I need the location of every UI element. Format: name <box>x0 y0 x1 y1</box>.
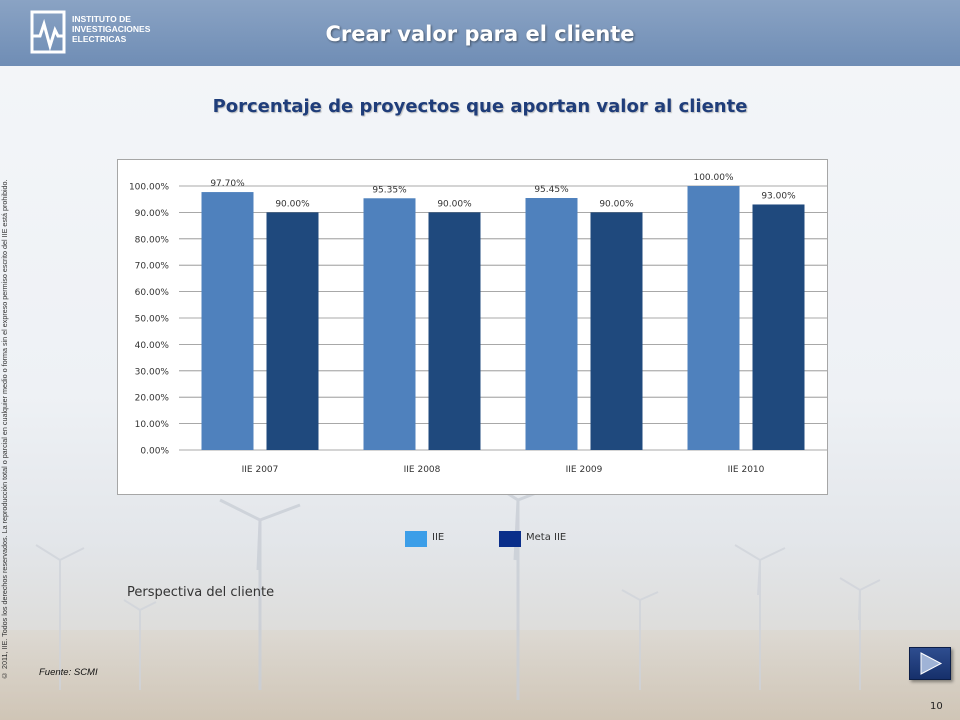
chart-title: Porcentaje de proyectos que aportan valo… <box>212 96 748 117</box>
y-tick-label: 10.00% <box>135 420 170 430</box>
legend-label-iie: IIE <box>432 532 445 543</box>
data-label: 100.00% <box>693 173 733 183</box>
source-note: Fuente: SCMI <box>39 667 98 678</box>
x-tick-label: IIE 2008 <box>404 465 441 475</box>
y-tick-label: 90.00% <box>135 209 170 219</box>
iie-logo-icon <box>30 10 66 54</box>
data-label: 93.00% <box>761 191 796 201</box>
y-tick-label: 60.00% <box>135 288 170 298</box>
copyright-notice: © 2011, IIE. Todos los derechos reservad… <box>0 179 9 681</box>
next-slide-icon <box>920 652 943 675</box>
logo-line-1: INSTITUTO DE <box>72 14 131 24</box>
header-bar: INSTITUTO DE INVESTIGACIONES ELECTRICAS … <box>0 0 960 66</box>
y-tick-label: 0.00% <box>140 447 169 457</box>
bar-meta-iie <box>752 204 805 450</box>
y-tick-label: 100.00% <box>129 183 169 193</box>
page-number: 10 <box>930 701 943 712</box>
data-label: 97.70% <box>210 179 245 189</box>
bar-iie <box>687 186 740 450</box>
legend-swatch-iie <box>405 531 427 547</box>
bar-iie <box>525 198 578 450</box>
next-slide-button[interactable] <box>909 647 951 680</box>
legend-label-meta-iie: Meta IIE <box>526 532 567 543</box>
y-tick-label: 20.00% <box>135 394 170 404</box>
bar-chart: 0.00% 10.00% 20.00% 30.00% 40.00% 50.00% 60.00… <box>129 173 827 475</box>
y-tick-label: 70.00% <box>135 262 170 272</box>
x-tick-label: IIE 2010 <box>728 465 765 475</box>
bar-iie <box>201 192 254 450</box>
data-label: 90.00% <box>599 199 634 209</box>
x-tick-label: IIE 2007 <box>242 465 279 475</box>
logo-text: INSTITUTO DE INVESTIGACIONES ELECTRICAS <box>72 14 150 44</box>
y-tick-label: 30.00% <box>135 367 170 377</box>
data-label: 90.00% <box>437 199 472 209</box>
data-label: 95.35% <box>372 185 407 195</box>
perspective-label: Perspectiva del cliente <box>127 585 275 600</box>
bar-meta-iie <box>428 212 481 450</box>
data-label: 90.00% <box>275 199 310 209</box>
legend-swatch-meta-iie <box>499 531 521 547</box>
data-label: 95.45% <box>534 185 569 195</box>
logo-line-3: ELECTRICAS <box>72 34 127 44</box>
y-tick-label: 50.00% <box>135 315 170 325</box>
x-tick-label: IIE 2009 <box>566 465 603 475</box>
logo-line-2: INVESTIGACIONES <box>72 24 151 34</box>
bar-meta-iie <box>590 212 643 450</box>
slide-title: Crear valor para el cliente <box>325 22 635 46</box>
y-tick-label: 40.00% <box>135 341 170 351</box>
y-tick-label: 80.00% <box>135 235 170 245</box>
bar-iie <box>363 198 416 450</box>
chart-frame: 0.00% 10.00% 20.00% 30.00% 40.00% 50.00% 60.00… <box>117 159 828 495</box>
bar-meta-iie <box>266 212 319 450</box>
